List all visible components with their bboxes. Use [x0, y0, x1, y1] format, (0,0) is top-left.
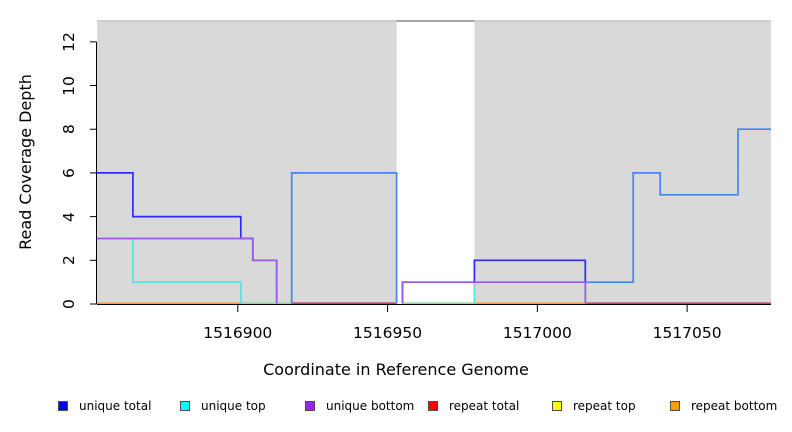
- y-axis-title: Read Coverage Depth: [16, 74, 35, 250]
- legend-label-repeat-total: repeat total: [449, 399, 520, 413]
- legend-item-repeat-top: repeat top: [552, 399, 636, 413]
- x-axis-title: Coordinate in Reference Genome: [263, 359, 529, 379]
- y-tick-label: 12: [60, 31, 78, 52]
- x-tick-label: 1517050: [652, 324, 722, 342]
- legend-item-repeat-bottom: repeat bottom: [670, 399, 777, 413]
- legend-swatch-repeat-bottom: [670, 401, 680, 411]
- legend-item-unique-top: unique top: [180, 399, 266, 413]
- legend-item-repeat-total: repeat total: [428, 399, 519, 413]
- legend-label-unique-total: unique total: [79, 399, 152, 413]
- legend-item-unique-bottom: unique bottom: [305, 399, 414, 413]
- legend-label-unique-bottom: unique bottom: [326, 399, 415, 413]
- series-unique-bottom: [401, 281, 587, 304]
- y-tick-label: 2: [60, 255, 78, 266]
- y-tick-label: 10: [60, 75, 78, 96]
- legend-swatch-unique-top: [180, 401, 190, 411]
- x-tick-label: 1517000: [502, 324, 572, 342]
- y-tick-label: 0: [60, 299, 78, 309]
- gap-region: [396, 20, 475, 304]
- y-tick-label: 4: [60, 211, 78, 222]
- legend-swatch-unique-total: [58, 401, 68, 411]
- series-coverage-step-line-light-blue-unlabeled: [290, 172, 398, 304]
- legend: unique total unique top unique bottom repea…: [0, 399, 792, 415]
- legend-label-repeat-bottom: repeat bottom: [691, 399, 778, 413]
- x-tick-label: 1516950: [353, 324, 423, 342]
- series-coverage-step-line-light-blue-unlabeled: [585, 128, 771, 284]
- legend-item-unique-total: unique total: [58, 399, 151, 413]
- legend-swatch-repeat-total: [428, 401, 438, 411]
- series-unique-bottom: [97, 237, 278, 304]
- y-tick-label: 6: [60, 167, 78, 178]
- x-tick-label: 1516900: [203, 324, 273, 342]
- y-tick-label: 8: [60, 124, 78, 135]
- legend-label-repeat-top: repeat top: [573, 399, 636, 413]
- legend-swatch-unique-bottom: [305, 401, 315, 411]
- legend-swatch-repeat-top: [552, 401, 562, 411]
- legend-label-unique-top: unique top: [201, 399, 266, 413]
